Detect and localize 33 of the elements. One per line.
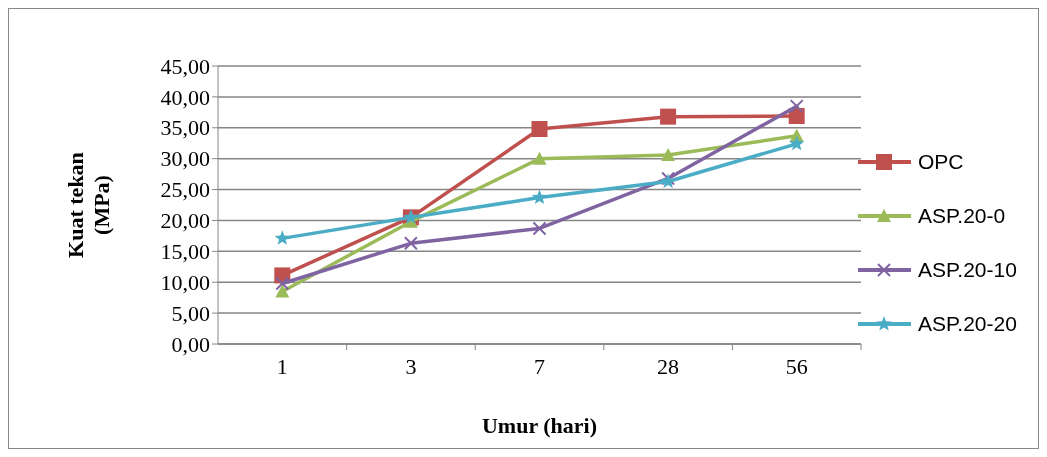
y-tick-label: 0,00 <box>171 331 210 357</box>
point <box>532 221 547 236</box>
point <box>275 276 290 291</box>
point <box>789 135 805 151</box>
y-tick-label: 25,00 <box>160 177 210 203</box>
y-tick-label: 10,00 <box>160 269 210 295</box>
x-tick-label: 56 <box>785 354 808 379</box>
point <box>275 284 290 298</box>
legend-label: OPC <box>918 150 964 174</box>
legend-label: ASP.20-10 <box>918 258 1017 282</box>
x-axis-title: Umur (hari) <box>481 413 598 438</box>
x-tick-label: 7 <box>534 354 545 379</box>
legend-label: ASP.20-0 <box>918 204 1006 228</box>
y-tick-label: 45,00 <box>160 53 210 79</box>
y-tick-label: 35,00 <box>160 115 210 141</box>
x-tick-label: 3 <box>405 354 417 379</box>
x-tick-label: 1 <box>276 354 288 379</box>
y-tick-label: 30,00 <box>160 146 210 172</box>
x-tick-label: 28 <box>657 354 680 379</box>
legend-label: ASP.20-20 <box>918 312 1017 336</box>
y-tick-label: 5,00 <box>171 300 210 326</box>
y-axis-title: Kuat tekan (MPa) <box>63 152 114 258</box>
point <box>789 99 804 114</box>
y-tick-label: 15,00 <box>160 239 210 265</box>
point <box>531 121 548 138</box>
point <box>274 230 290 245</box>
point <box>403 236 418 251</box>
point <box>661 147 676 161</box>
point <box>531 189 548 205</box>
y-tick-label: 40,00 <box>160 84 210 110</box>
y-tick-label: 20,00 <box>160 208 210 234</box>
point <box>532 151 547 165</box>
point <box>660 108 677 125</box>
